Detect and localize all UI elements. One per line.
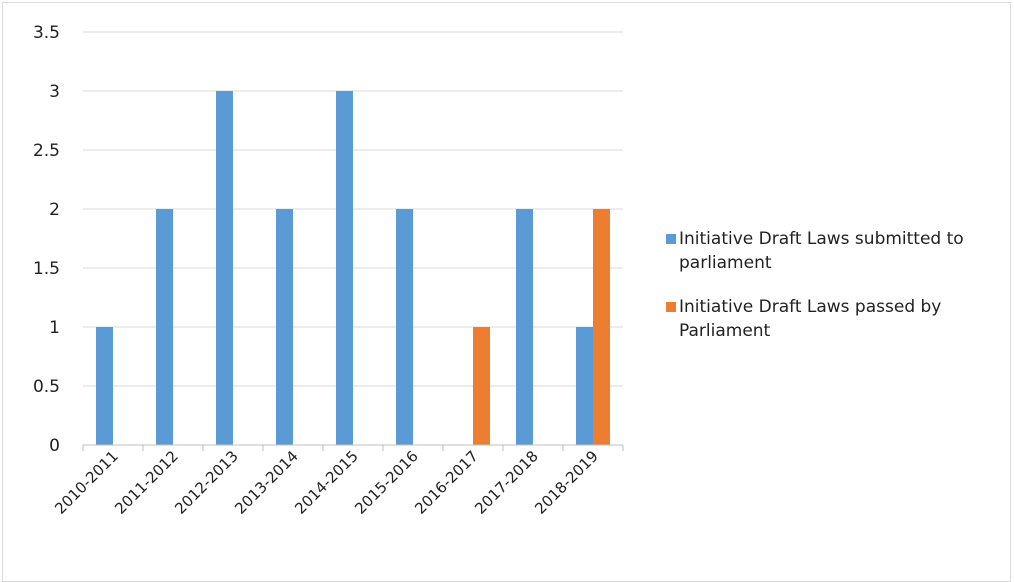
bar-chart: 0 0.5 1 1.5 2 2.5 3 3.5 2010-20112011-20122012-… xyxy=(33,23,624,518)
y-axis-ticks: 0 0.5 1 1.5 2 2.5 3 3.5 xyxy=(33,23,60,456)
x-tick-label: 2016-2017 xyxy=(411,447,482,518)
y-tick-label: 1 xyxy=(49,318,60,338)
y-tick-label: 2 xyxy=(49,200,60,220)
y-tick-label: 0.5 xyxy=(33,377,60,397)
x-tick-label: 2014-2015 xyxy=(291,447,362,518)
bar-submitted-2015-2016 xyxy=(396,209,413,445)
legend-item-submitted: Initiative Draft Laws submitted to parli… xyxy=(666,227,1006,275)
bar-submitted-2012-2013 xyxy=(216,91,233,445)
bar-submitted-2013-2014 xyxy=(276,209,293,445)
legend: Initiative Draft Laws submitted to parli… xyxy=(666,227,1006,363)
x-axis-ticks: 2010-20112011-20122012-20132013-20142014… xyxy=(51,447,602,518)
legend-label-passed: Initiative Draft Laws passed by Parliame… xyxy=(679,297,942,341)
bar-submitted-2011-2012 xyxy=(156,209,173,445)
legend-swatch-passed xyxy=(666,302,676,312)
x-tick-label: 2015-2016 xyxy=(351,447,422,518)
legend-label-submitted: Initiative Draft Laws submitted to parli… xyxy=(679,229,964,273)
legend-swatch-submitted xyxy=(666,234,676,244)
y-tick-label: 2.5 xyxy=(33,141,60,161)
legend-item-passed: Initiative Draft Laws passed by Parliame… xyxy=(666,295,1006,343)
y-tick-label: 0 xyxy=(49,436,60,456)
x-tick-label: 2011-2012 xyxy=(111,447,182,518)
bar-submitted-2017-2018 xyxy=(516,209,533,445)
y-tick-label: 3.5 xyxy=(33,23,60,43)
bar-submitted-2010-2011 xyxy=(96,327,113,445)
bar-submitted-2018-2019 xyxy=(576,327,593,445)
bar-passed-2018-2019 xyxy=(593,209,610,445)
bar-submitted-2014-2015 xyxy=(336,91,353,445)
x-tick-label: 2017-2018 xyxy=(471,447,542,518)
x-tick-label: 2018-2019 xyxy=(531,447,602,518)
axes xyxy=(82,444,624,451)
bar-passed-2016-2017 xyxy=(473,327,490,445)
bars xyxy=(96,91,610,445)
x-tick-label: 2010-2011 xyxy=(51,447,122,518)
y-tick-label: 3 xyxy=(49,82,60,102)
y-tick-label: 1.5 xyxy=(33,259,60,279)
x-tick-label: 2012-2013 xyxy=(171,447,242,518)
x-tick-label: 2013-2014 xyxy=(231,447,302,518)
